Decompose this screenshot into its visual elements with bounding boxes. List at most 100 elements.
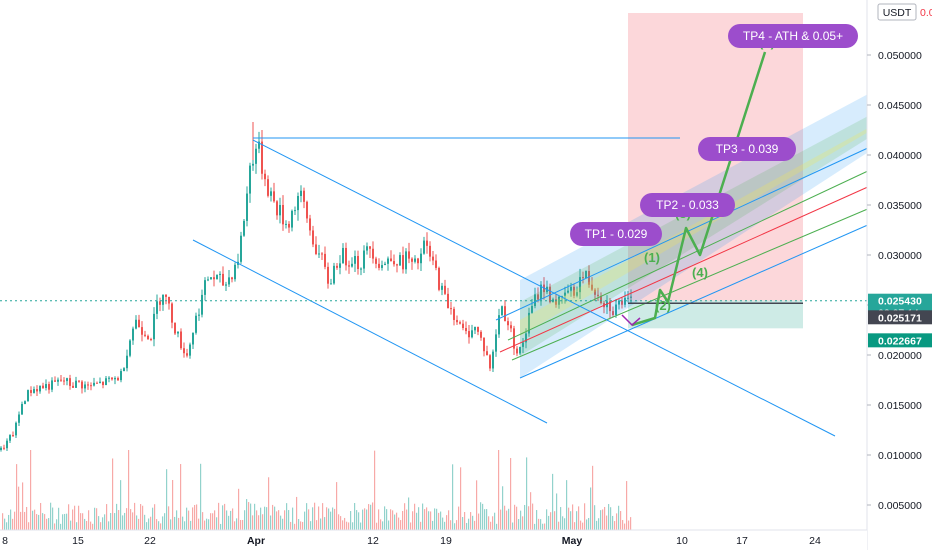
volume-bar [190,520,192,530]
top-price-label: 0.055653 [920,7,932,19]
volume-bar [126,508,128,530]
volume-bar [56,519,58,530]
volume-bar [132,512,134,530]
candle-body [255,148,257,164]
volume-bar [256,510,258,530]
volume-bar [576,511,578,530]
candle-body [252,163,254,166]
candle-body [615,304,617,315]
volume-bar [280,515,282,530]
candle-body [405,251,407,270]
candle-body [411,258,413,262]
volume-bar [148,518,150,530]
volume-bar [370,504,372,530]
volume-bar [168,506,170,530]
volume-bar [128,450,130,530]
candle-body [423,240,425,254]
volume-bar [584,503,586,530]
candle-body [363,250,365,269]
candle-body [504,306,506,322]
candle-body [195,315,197,333]
price-axis[interactable]: 0.0050000.0100000.0150000.0200000.025000… [866,0,932,550]
candle-body [408,251,410,259]
volume-bar [564,518,566,530]
volume-bar [284,510,286,530]
candle-body [198,314,200,316]
volume-bar [604,506,606,530]
candle-body [282,204,284,225]
candle-body [624,297,626,305]
volume-bar [378,509,380,530]
volume-bar [304,511,306,530]
candle-body [384,263,386,266]
volume-bar [442,517,444,530]
candle-body [441,285,443,290]
volume-bar [444,521,446,530]
candle-body [24,401,26,404]
volume-bar [602,509,604,530]
candle-body [135,319,137,329]
volume-bar [454,523,456,530]
volume-bar [222,505,224,530]
volume-bar [446,515,448,530]
volume-bar [502,486,504,530]
candle-body [564,292,566,296]
y-tick-label: 0.020000 [878,350,922,362]
volume-bar [460,467,462,530]
volume-bar [622,520,624,530]
volume-bar [212,513,214,530]
volume-bar [122,515,124,530]
candle-body [186,353,188,356]
candle-body [531,306,533,313]
target-label: TP3 - 0.039 [716,142,779,156]
volume-bar [422,503,424,530]
volume-bar [274,506,276,530]
volume-bar [506,510,508,530]
candle-body [30,390,32,393]
candle-body [390,258,392,262]
candle-body [429,245,431,257]
volume-bar [8,514,10,530]
time-axis[interactable]: 8 15 22 Apr 12 19 May 10 17 24 [0,529,867,550]
candle-body [402,255,404,270]
volume-bar [516,506,518,530]
candle-body [513,328,515,349]
candle-body [552,299,554,303]
candle-body [165,294,167,297]
volume-bar [496,523,498,530]
y-tick-label: 0.030000 [878,250,922,262]
candle-body [174,322,176,334]
candle-body [375,258,377,264]
currency-label: USDT [883,7,912,19]
volume-bar [28,522,30,530]
volume-bar [208,519,210,530]
candle-body [3,447,5,449]
candle-body [588,271,590,285]
volume-bar [510,458,512,530]
volume-bar [260,507,262,530]
candle-body [324,253,326,267]
volume-bar [368,504,370,530]
candle-body [483,337,485,352]
candle-body [171,303,173,323]
y-tick-label: 0.005000 [878,500,922,512]
volume-bar [112,458,114,530]
candle-body [33,389,35,393]
volume-bar [468,518,470,530]
volume-bar [322,503,324,530]
candle-body [96,382,98,384]
volume-bar [166,469,168,530]
descending-top [252,139,836,437]
volume-bar [86,520,88,530]
volume-bar [390,509,392,530]
volume-bar [188,510,190,530]
volume-bar [172,480,174,530]
candle-body [561,295,563,297]
volume-bar [268,477,270,530]
volume-bar [424,509,426,530]
volume-bar [294,523,296,530]
candle-body [318,253,320,255]
volume-bar [136,515,138,530]
